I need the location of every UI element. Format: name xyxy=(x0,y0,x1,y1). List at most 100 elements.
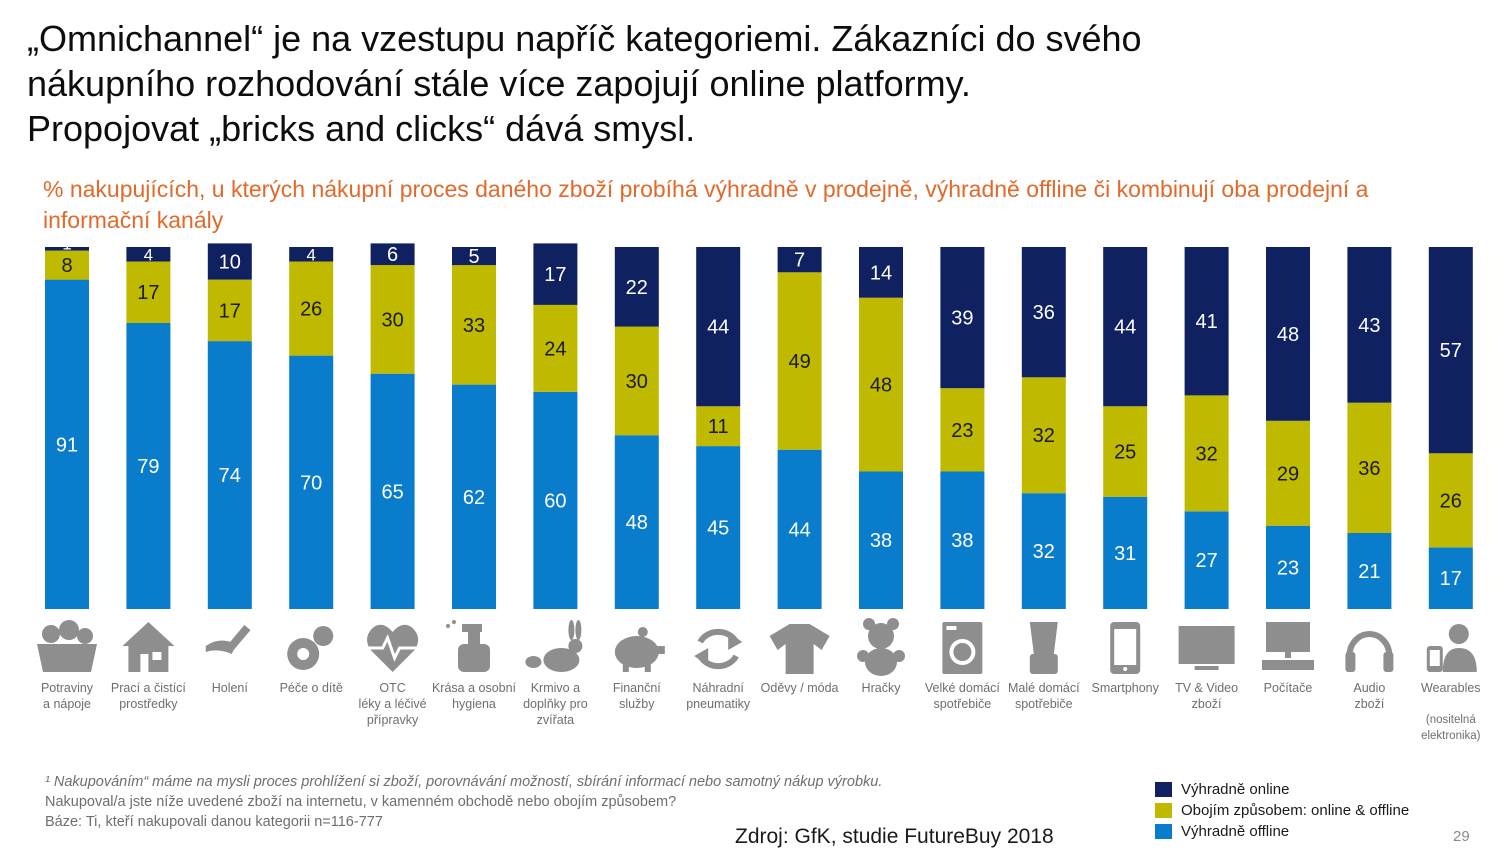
bar-segment-offline xyxy=(1184,511,1229,609)
data-label-online: 6 xyxy=(387,244,398,266)
data-label-offline: 65 xyxy=(381,481,403,503)
food-basket-icon xyxy=(37,620,97,672)
category-label: Péče o dítě xyxy=(261,680,361,696)
category-label: Velké domácí spotřebiče xyxy=(912,680,1012,712)
legend-swatch xyxy=(1155,803,1172,818)
bar-segment-both xyxy=(777,272,822,450)
data-label-offline: 31 xyxy=(1114,543,1136,565)
legend-label: Obojím způsobem: online & offline xyxy=(1181,802,1410,819)
bar-segment-both xyxy=(614,326,659,436)
category-label-line: Hračky xyxy=(861,681,901,695)
footnote-line: Báze: Ti, kteří nakupovali danou kategor… xyxy=(45,814,383,830)
data-label-both: 17 xyxy=(219,300,241,322)
data-label-online: 39 xyxy=(951,308,973,330)
teddy-bear-icon xyxy=(857,618,905,676)
bar-segment-online xyxy=(1428,247,1473,454)
data-label-both: 23 xyxy=(951,420,973,442)
bar-segment-both xyxy=(289,261,334,356)
data-label-online: 4 xyxy=(144,246,153,265)
data-label-both: 30 xyxy=(381,309,403,331)
data-label-online: 17 xyxy=(544,264,566,286)
category-label-line: TV & Video xyxy=(1175,681,1239,695)
bar-segment-online xyxy=(696,247,741,407)
category-label: Náhradní pneumatiky xyxy=(668,680,768,712)
legend-item-offline: Výhradně offline xyxy=(1155,821,1409,842)
footnote-line: Nakupoval/a jste níže uvedené zboží na i… xyxy=(45,794,677,810)
data-label-both: 48 xyxy=(870,375,892,397)
data-label-online: 44 xyxy=(1114,317,1136,339)
category-label: Wearables (nositelná elektronika) xyxy=(1401,680,1500,744)
legend-swatch xyxy=(1155,824,1172,839)
category-label-line: spotřebiče xyxy=(1014,697,1073,711)
data-label-both: 17 xyxy=(137,282,159,304)
category-label: Prací a čistící prostředky xyxy=(98,680,198,712)
category-label: Počítače xyxy=(1238,680,1338,696)
title-line: Propojovat „bricks and clicks“ dává smys… xyxy=(27,108,696,149)
bar-segment-online xyxy=(452,247,496,266)
data-label-offline: 44 xyxy=(788,519,810,541)
spray-bottle-icon xyxy=(446,620,490,672)
category-label-line xyxy=(1401,696,1500,712)
legend-label: Výhradně online xyxy=(1181,781,1290,798)
bar-segment-online xyxy=(533,243,578,305)
category-label-line: pneumatiky xyxy=(686,697,751,711)
category-label-line: Náhradní xyxy=(692,681,744,695)
category-label-line: Velké domácí xyxy=(924,681,1000,695)
bar-segment-offline xyxy=(1103,496,1148,609)
category-label: Smartphony xyxy=(1075,680,1175,696)
heart-pulse-icon xyxy=(367,624,419,672)
data-label-offline: 62 xyxy=(463,487,485,509)
bar-segment-both xyxy=(1184,395,1229,512)
chart-subtitle: % nakupujících, u kterých nákupní proces… xyxy=(43,176,1369,233)
data-label-both: 24 xyxy=(544,338,566,360)
category-label: Krása a osobní hygiena xyxy=(424,680,524,712)
category-label: Krmivo a doplňky pro zvířata xyxy=(505,680,605,728)
data-label-online: 48 xyxy=(1277,324,1299,346)
category-label-line: elektronika) xyxy=(1421,730,1481,742)
category-label-line: (nositelná xyxy=(1425,714,1476,726)
category-label: Audio zboží xyxy=(1319,680,1419,712)
data-label-offline: 27 xyxy=(1195,550,1217,572)
bar-segment-offline xyxy=(1347,533,1392,609)
computer-icon xyxy=(1262,622,1314,670)
data-label-both: 32 xyxy=(1195,443,1217,465)
bar-segment-offline xyxy=(533,391,578,609)
category-label-line: Malé domácí xyxy=(1008,681,1080,695)
pacifier-icon xyxy=(287,626,334,670)
bar-segment-online xyxy=(289,247,334,262)
data-label-both: 33 xyxy=(463,315,485,337)
bar-segment-offline xyxy=(1021,493,1066,609)
category-label: Oděvy / móda xyxy=(750,680,850,696)
category-label-line: Wearables xyxy=(1421,681,1481,695)
bar-segment-online xyxy=(1266,247,1310,421)
bar-segment-offline xyxy=(1428,547,1473,609)
data-label-online: 10 xyxy=(219,252,241,274)
bar-segment-offline xyxy=(940,471,985,609)
data-label-online: 1 xyxy=(62,235,71,254)
bar-segment-both xyxy=(940,388,985,472)
bar-segment-both xyxy=(859,297,903,472)
data-label-offline: 91 xyxy=(56,434,78,456)
bar-segment-online xyxy=(614,247,659,327)
data-label-online: 41 xyxy=(1195,311,1217,333)
recycle-arrows-icon xyxy=(694,628,743,670)
category-label-line: Péče o dítě xyxy=(279,681,343,695)
bar-segment-offline xyxy=(45,279,89,609)
legend-item-online: Výhradně online xyxy=(1155,779,1409,800)
tshirt-icon xyxy=(769,624,830,674)
data-label-both: 25 xyxy=(1114,442,1136,464)
data-label-offline: 38 xyxy=(951,530,973,552)
data-label-online: 14 xyxy=(870,262,892,284)
page-number: 29 xyxy=(1453,828,1470,845)
category-label: Potraviny a nápoje xyxy=(17,680,117,712)
bar-segment-both xyxy=(1103,406,1148,497)
data-label-online: 4 xyxy=(306,246,315,265)
title-line: nákupního rozhodování stále více zapojuj… xyxy=(27,63,971,104)
data-label-online: 36 xyxy=(1033,302,1055,324)
data-label-offline: 60 xyxy=(544,490,566,512)
category-label-line: léky a léčivé xyxy=(358,697,427,711)
bar-segment-online xyxy=(940,247,985,389)
legend-swatch xyxy=(1155,782,1172,797)
data-label-both: 32 xyxy=(1033,425,1055,447)
data-label-online: 7 xyxy=(794,250,805,272)
